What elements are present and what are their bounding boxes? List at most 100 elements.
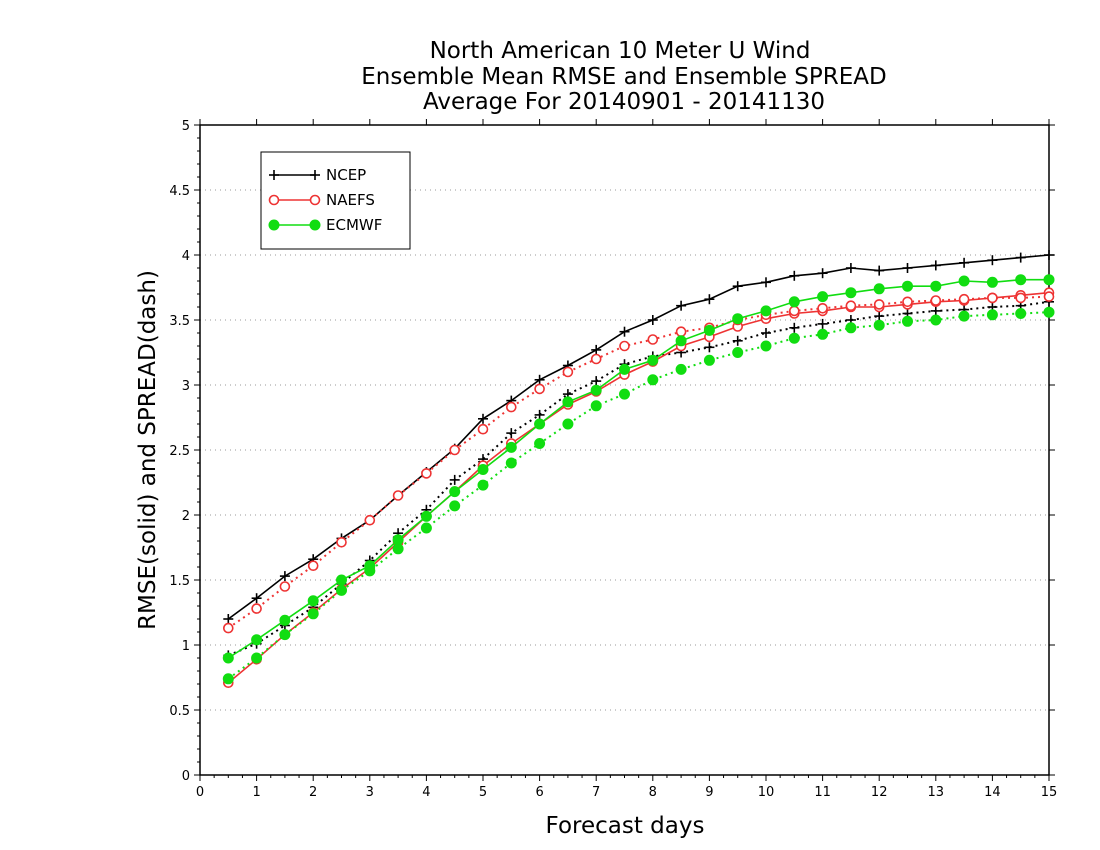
ecmwf-rmse-point (873, 283, 885, 295)
naefs-spread-point (477, 423, 489, 435)
ncep-spread-point (817, 318, 828, 329)
ecmwf-rmse-point (562, 396, 574, 408)
ecmwf-spread-point (307, 608, 319, 620)
naefs-spread-point (421, 468, 432, 479)
ecmwf-rmse-point (251, 634, 263, 646)
x-axis-label: Forecast days (546, 813, 705, 839)
naefs-spread-point (873, 299, 885, 310)
naefs-spread-point (647, 334, 659, 345)
ncep-rmse-point (647, 315, 658, 325)
y-tick-label: 0.5 (169, 704, 190, 719)
ncep-rmse-point (591, 344, 602, 355)
ecmwf-rmse-point (958, 275, 970, 287)
legend-item-ncep: NCEP (269, 166, 366, 184)
ncep-spread-point (591, 376, 602, 387)
ecmwf-spread-point (392, 543, 404, 555)
ecmwf-spread-point (590, 400, 602, 412)
naefs-spread-point (845, 300, 857, 312)
ecmwf-rmse-point (477, 464, 489, 475)
legend: NCEP NAEFS ECMWF (260, 151, 411, 250)
ecmwf-spread-point (336, 584, 347, 596)
ecmwf-spread-point (732, 347, 744, 358)
naefs-spread-point (590, 353, 602, 365)
ecmwf-spread-point (647, 374, 659, 386)
ncep-rmse-point (251, 593, 262, 604)
ncep-spread-point (732, 335, 743, 346)
naefs-spread-point (251, 603, 262, 614)
ecmwf-rmse-point (222, 652, 234, 664)
naefs-spread-point (279, 581, 291, 592)
ncep-rmse-point (874, 265, 885, 276)
ecmwf-rmse-point (590, 384, 602, 396)
naefs-spread-point (1015, 292, 1027, 304)
ecmwf-rmse-point (675, 335, 687, 347)
y-tick-label: 2.5 (169, 444, 190, 459)
ecmwf-spread-point (760, 340, 772, 352)
ncep-rmse-point (845, 263, 856, 273)
legend-marker-start (268, 219, 280, 231)
naefs-spread-point (1043, 291, 1055, 302)
ncep-rmse-point (902, 263, 913, 273)
y-tick-label: 3.5 (169, 314, 190, 329)
ecmwf-rmse-point (619, 363, 630, 375)
naefs-spread-point (958, 293, 970, 305)
x-tick-label: 5 (479, 785, 487, 800)
ecmwf-rmse-point (845, 287, 857, 299)
ncep-spread-point (506, 428, 517, 439)
y-tick-label: 3 (182, 379, 190, 394)
y-axis-label: RMSE(solid) and SPREAD(dash) (135, 270, 161, 630)
ecmwf-spread-point (958, 310, 970, 322)
naefs-spread-point (307, 560, 319, 572)
ncep-rmse-point (959, 257, 970, 268)
axes: 00.511.522.533.544.550 1 2 3 4 5 6 7 8 9 10 11 12 13 1… (169, 119, 1057, 800)
x-tick-label: 11 (814, 785, 831, 800)
ecmwf-spread-point (675, 363, 687, 375)
ecmwf-rmse-point (817, 291, 829, 303)
ncep-rmse-point (478, 413, 488, 424)
legend-label-ecmwf: ECMWF (326, 216, 382, 234)
y-tick-label: 2 (182, 509, 190, 524)
x-tick-label: 3 (366, 785, 374, 800)
naefs-spread-point (562, 366, 574, 378)
legend-marker-start (268, 194, 280, 206)
ecmwf-rmse-point (732, 313, 744, 325)
ecmwf-rmse-point (449, 486, 461, 498)
x-tick-label: 10 (758, 785, 775, 800)
x-tick-label: 9 (705, 785, 713, 800)
ecmwf-rmse-point (505, 441, 517, 453)
legend-label-naefs: NAEFS (326, 191, 375, 209)
ecmwf-spread-point (703, 354, 715, 366)
ecmwf-spread-point (562, 418, 574, 430)
ncep-rmse-point (817, 268, 828, 279)
naefs-spread-point (534, 383, 545, 395)
ecmwf-spread-point (845, 322, 857, 334)
chart-title-line-3: Average For 20140901 - 20141130 (423, 89, 825, 115)
ecmwf-spread-point (817, 328, 829, 340)
ecmwf-spread-point (251, 652, 263, 664)
y-tick-label: 0 (182, 769, 190, 784)
legend-marker-end (309, 219, 321, 231)
ncep-rmse-point (1015, 252, 1026, 263)
ncep-rmse-point (534, 374, 545, 385)
chart-title-line-2: Ensemble Mean RMSE and Ensemble SPREAD (361, 64, 886, 90)
naefs-spread-point (336, 536, 347, 548)
legend-item-naefs: NAEFS (268, 191, 375, 209)
y-tick-label: 4.5 (169, 184, 190, 199)
ecmwf-rmse-point (1043, 274, 1055, 286)
ecmwf-rmse-point (986, 276, 998, 288)
x-tick-label: 0 (196, 785, 204, 800)
ncep-rmse-point (1044, 250, 1054, 260)
x-tick-label: 4 (422, 785, 430, 800)
ecmwf-spread-point (1043, 306, 1055, 318)
ncep-spread-point (761, 328, 771, 338)
ecmwf-rmse-point (420, 510, 432, 522)
ecmwf-spread-point (505, 457, 517, 469)
ecmwf-spread-point (534, 438, 546, 449)
ecmwf-spread-point (477, 479, 489, 491)
naefs-spread-point (392, 490, 404, 501)
ncep-spread-point (874, 311, 885, 322)
ecmwf-spread-point (619, 388, 630, 400)
ecmwf-rmse-point (279, 614, 291, 626)
